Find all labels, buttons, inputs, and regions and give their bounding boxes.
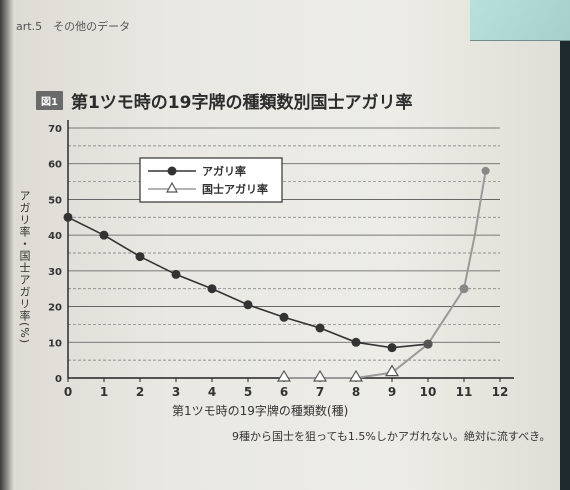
legend-marker-kokushi bbox=[165, 181, 179, 193]
x-tick-label: 12 bbox=[492, 385, 509, 399]
x-tick-label: 5 bbox=[244, 385, 252, 399]
legend-marker-agari bbox=[167, 166, 177, 176]
x-axis-label: 第1ツモ時の19字牌の種類数(種) bbox=[172, 404, 349, 418]
x-tick-label: 10 bbox=[420, 385, 437, 399]
x-tick-label: 11 bbox=[456, 385, 473, 399]
page-gutter bbox=[0, 0, 14, 490]
agari-point bbox=[387, 343, 397, 353]
legend-label-kokushi: 国士アガリ率 bbox=[202, 182, 268, 196]
y-tick-label: 10 bbox=[48, 338, 62, 349]
x-tick-label: 4 bbox=[208, 385, 216, 399]
legend-label-agari: アガリ率 bbox=[202, 164, 246, 178]
x-tick-label: 2 bbox=[136, 385, 144, 399]
y-tick-label: 40 bbox=[48, 231, 62, 242]
figure-title-row: 図1 第1ツモ時の19字牌の種類数別国士アガリ率 bbox=[36, 88, 412, 113]
y-tick-label: 50 bbox=[48, 195, 62, 206]
agari-point bbox=[207, 284, 217, 294]
agari-point bbox=[63, 212, 73, 222]
x-tick-label: 7 bbox=[316, 385, 324, 399]
series-line-0 bbox=[67, 216, 429, 349]
y-tick-label: 0 bbox=[55, 374, 62, 385]
y-axis-label: アガリ率・国士アガリ率(%) bbox=[18, 190, 31, 345]
series-line-1 bbox=[284, 170, 487, 379]
kokushi-point bbox=[312, 369, 328, 382]
agari-point bbox=[99, 230, 109, 240]
kokushi-point bbox=[423, 339, 433, 349]
x-tick-label: 8 bbox=[352, 385, 360, 399]
y-tick-label: 60 bbox=[48, 160, 62, 171]
y-tick-label: 30 bbox=[48, 267, 62, 278]
x-tick-label: 1 bbox=[100, 385, 108, 399]
next-book-corner bbox=[470, 0, 570, 41]
kokushi-point bbox=[276, 369, 292, 382]
x-tick-label: 6 bbox=[280, 385, 288, 399]
x-tick-label: 3 bbox=[172, 385, 180, 399]
figure-note: 9種から国士を狙っても1.5%しかアガれない。絶対に流すべき。 bbox=[232, 430, 551, 443]
agari-point bbox=[135, 252, 145, 262]
x-tick-label: 0 bbox=[64, 385, 72, 399]
agari-point bbox=[315, 323, 325, 333]
agari-point bbox=[351, 337, 361, 347]
kokushi-point bbox=[384, 364, 400, 377]
legend-box bbox=[139, 157, 283, 203]
y-tick-label: 20 bbox=[48, 303, 62, 314]
kokushi-point bbox=[348, 369, 364, 382]
figure-tag: 図1 bbox=[36, 91, 63, 110]
y-tick-label: 70 bbox=[48, 124, 62, 135]
agari-point bbox=[243, 300, 253, 310]
chapter-header: art.5 その他のデータ bbox=[16, 20, 131, 33]
x-tick-label: 9 bbox=[388, 385, 396, 399]
kokushi-point bbox=[481, 166, 490, 175]
agari-point bbox=[279, 312, 289, 322]
kokushi-point bbox=[459, 284, 469, 294]
chart-title: 第1ツモ時の19字牌の種類数別国士アガリ率 bbox=[70, 93, 413, 113]
agari-point bbox=[171, 269, 181, 279]
